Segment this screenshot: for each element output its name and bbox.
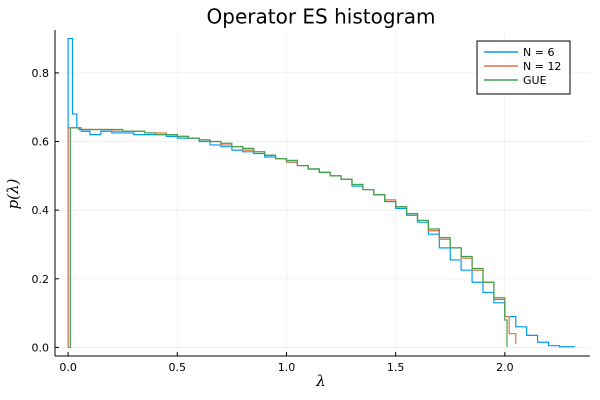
y-axis-label: p(λ) [4, 178, 22, 209]
plot-series [67, 37, 575, 349]
y-axis-ticks: 0.0 0.2 0.4 0.6 0.8 [32, 67, 59, 354]
y-tick-label: 0.0 [32, 341, 50, 354]
y-tick-label: 0.2 [32, 273, 50, 286]
chart-title: Operator ES histogram [207, 5, 436, 29]
axes [54, 30, 590, 357]
x-tick-label: 0.5 [169, 361, 187, 374]
series-gue-step-line [68, 127, 508, 349]
y-tick-label: 0.8 [32, 67, 50, 80]
x-axis-label: λ [315, 372, 326, 390]
x-tick-label: 1.0 [278, 361, 296, 374]
x-tick-label: 1.5 [387, 361, 405, 374]
legend-label-gue: GUE [523, 74, 547, 87]
x-axis-ticks: 0.0 0.5 1.0 1.5 2.0 [59, 352, 514, 374]
y-tick-label: 0.4 [32, 204, 50, 217]
x-tick-label: 0.0 [59, 361, 77, 374]
legend-box [476, 40, 571, 95]
legend-label-n6: N = 6 [523, 46, 554, 59]
x-tick-label: 2.0 [496, 361, 514, 374]
legend-entry-gue: GUE [484, 74, 547, 87]
legend-label-n12: N = 12 [523, 60, 561, 73]
legend: N = 6 N = 12 GUE [476, 40, 571, 95]
legend-entry-n12: N = 12 [484, 60, 561, 73]
legend-entry-n6: N = 6 [484, 46, 554, 59]
y-tick-label: 0.6 [32, 136, 50, 149]
